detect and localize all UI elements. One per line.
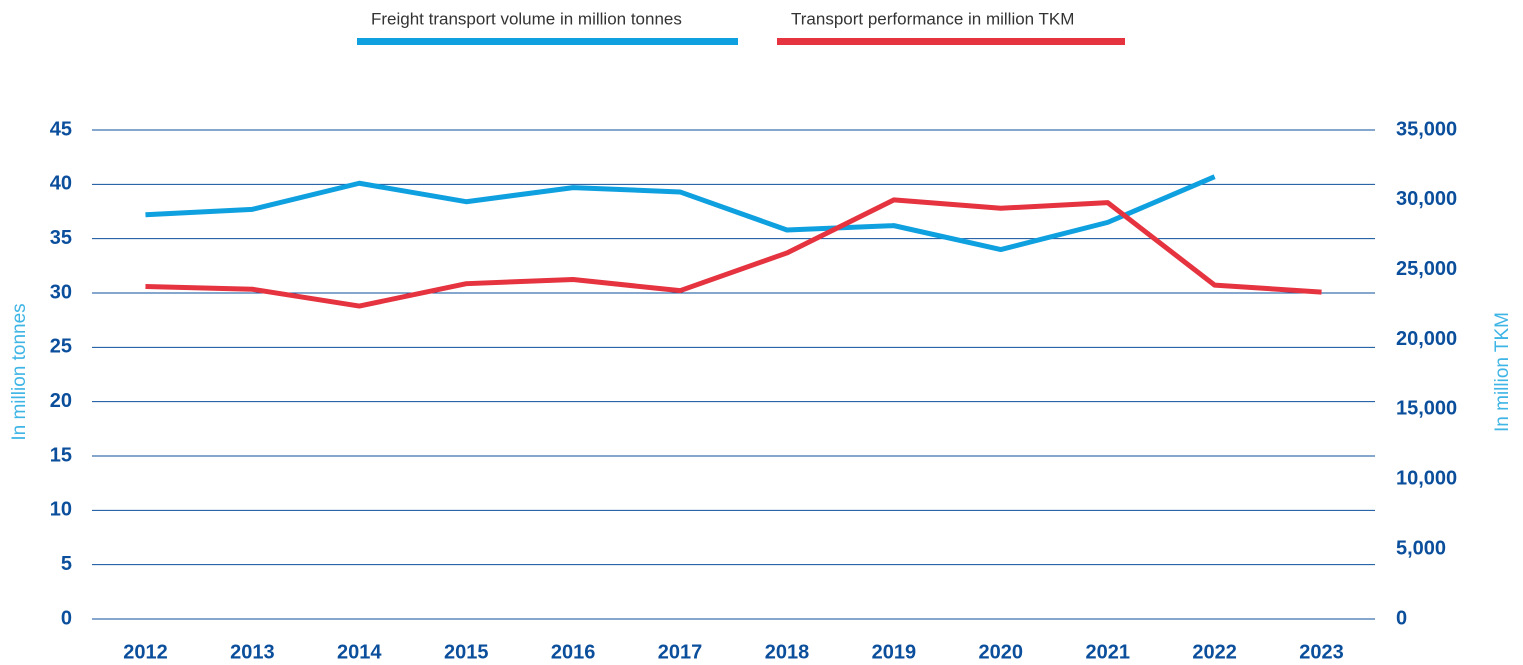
y2-tick-label: 20,000 [1396,328,1457,350]
series-line [145,197,1322,309]
x-tick-label: 2017 [658,641,703,663]
y-tick-label: 40 [50,173,72,195]
x-tick-label: 2022 [1192,641,1237,663]
y-tick-label: 0 [61,607,72,629]
y-tick-label: 30 [50,281,72,303]
x-tick-label: 2023 [1299,641,1344,663]
y2-tick-label: 30,000 [1396,188,1457,210]
y-tick-label: 20 [50,390,72,412]
y-tick-label: 25 [50,336,72,358]
y2-tick-label: 0 [1396,607,1407,629]
x-tick-label: 2016 [551,641,596,663]
y-tick-label: 15 [50,444,72,466]
legend-label: Freight transport volume in million tonn… [371,9,682,28]
x-tick-label: 2018 [765,641,810,663]
x-tick-label: 2014 [337,641,382,663]
x-tick-label: 2012 [123,641,168,663]
x-tick-label: 2015 [444,641,489,663]
y2-tick-label: 15,000 [1396,398,1457,420]
y-tick-label: 10 [50,499,72,521]
y-tick-label: 35 [50,227,72,249]
series-line [145,174,1216,253]
legend-label: Transport performance in million TKM [791,9,1074,28]
x-tick-label: 2019 [872,641,917,663]
y-tick-label: 5 [61,553,72,575]
y2-tick-label: 25,000 [1396,258,1457,280]
y2-axis-label: In million TKM [1492,312,1513,432]
y2-tick-label: 10,000 [1396,468,1457,490]
x-tick-label: 2020 [979,641,1024,663]
legend-swatch [777,38,1125,45]
x-tick-label: 2021 [1085,641,1130,663]
x-tick-label: 2013 [230,641,275,663]
y2-tick-label: 35,000 [1396,118,1457,140]
y-axis-label: In million tonnes [9,303,30,440]
y2-tick-label: 5,000 [1396,537,1446,559]
y-tick-label: 45 [50,118,72,140]
legend-swatch [357,38,738,45]
